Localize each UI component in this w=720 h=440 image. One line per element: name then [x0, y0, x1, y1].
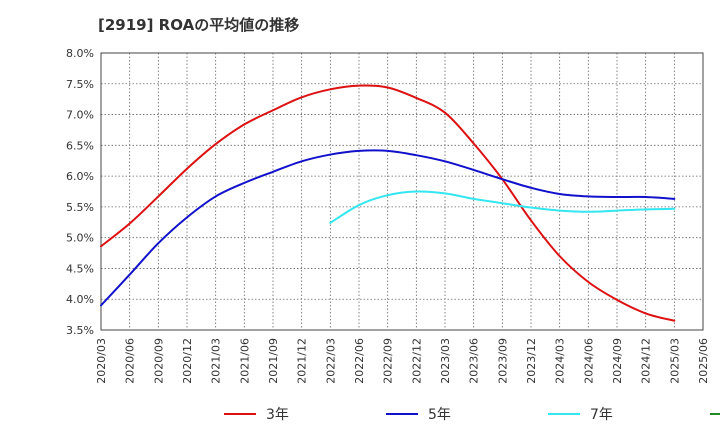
plot-area — [101, 53, 703, 330]
y-tick-label: 5.0% — [66, 232, 94, 245]
x-tick-label: 2020/06 — [124, 338, 137, 384]
y-tick-label: 4.5% — [66, 262, 94, 275]
x-tick-label: 2021/06 — [238, 338, 251, 384]
y-tick-label: 6.5% — [66, 139, 94, 152]
x-tick-label: 2023/06 — [468, 338, 481, 384]
legend: 3年5年7年10年 — [224, 407, 720, 423]
x-tick-label: 2023/12 — [525, 338, 538, 384]
x-tick-label: 2022/06 — [353, 338, 366, 384]
legend-label: 3年 — [266, 407, 289, 423]
x-tick-label: 2024/06 — [582, 338, 595, 384]
x-tick-label: 2020/03 — [95, 338, 108, 384]
x-tick-label: 2022/12 — [410, 338, 423, 384]
series-line-2 — [100, 149, 676, 307]
y-tick-label: 6.0% — [66, 170, 94, 183]
x-tick-label: 2025/06 — [697, 338, 710, 384]
legend-label: 7年 — [590, 407, 613, 423]
grid-lines — [101, 53, 703, 330]
series-line-1 — [100, 84, 676, 322]
x-tick-label: 2020/12 — [181, 338, 194, 384]
y-tick-label: 4.0% — [66, 293, 94, 306]
y-tick-label: 7.0% — [66, 109, 94, 122]
x-tick-label: 2021/12 — [296, 338, 309, 384]
x-tick-label: 2023/09 — [496, 338, 509, 384]
axes — [100, 52, 704, 331]
y-tick-label: 3.5% — [66, 324, 94, 337]
tick-labels: 3.5% 4.0% 4.5% 5.0% 5.5% 6.0% 6.5% 7.0% 7.5% 8.0%… — [66, 47, 710, 384]
x-tick-label: 2020/09 — [152, 338, 165, 384]
x-tick-label: 2024/09 — [611, 338, 624, 384]
series-lines — [100, 84, 676, 322]
y-tick-label: 8.0% — [66, 47, 94, 60]
x-tick-label: 2024/03 — [554, 338, 567, 384]
plot-border — [100, 52, 704, 331]
y-tick-label: 5.5% — [66, 201, 94, 214]
series-line-3 — [329, 190, 676, 224]
chart-title: [2919] ROAの平均値の推移 — [98, 16, 300, 34]
y-tick-label: 7.5% — [66, 78, 94, 91]
legend-label: 5年 — [428, 407, 451, 423]
x-tick-label: 2022/09 — [382, 338, 395, 384]
x-tick-label: 2022/03 — [324, 338, 337, 384]
x-tick-label: 2023/03 — [439, 338, 452, 384]
x-tick-label: 2021/03 — [210, 338, 223, 384]
x-tick-label: 2025/03 — [668, 338, 681, 384]
x-tick-label: 2024/12 — [640, 338, 653, 384]
x-tick-label: 2021/09 — [267, 338, 280, 384]
